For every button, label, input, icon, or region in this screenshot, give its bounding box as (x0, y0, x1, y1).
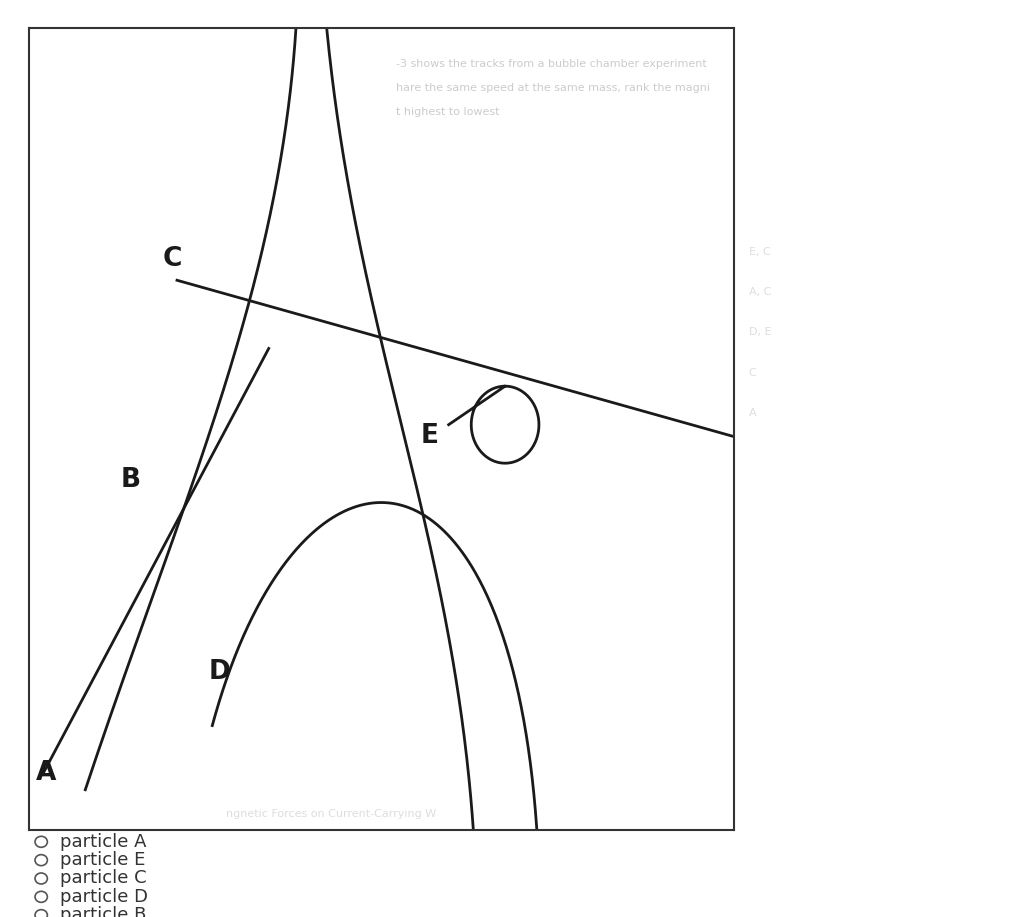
Text: B: B (121, 467, 141, 493)
Text: particle E: particle E (60, 851, 145, 869)
Text: -3 shows the tracks from a bubble chamber experiment: -3 shows the tracks from a bubble chambe… (396, 59, 707, 69)
Text: ngnetic Forces on Current-Carrying W: ngnetic Forces on Current-Carrying W (227, 809, 437, 819)
Text: D, E: D, E (749, 327, 771, 337)
Text: particle A: particle A (60, 833, 146, 851)
Text: t highest to lowest: t highest to lowest (396, 106, 500, 116)
Text: E: E (420, 423, 439, 448)
Text: D: D (209, 659, 231, 686)
Text: particle D: particle D (60, 888, 147, 906)
Text: A: A (36, 760, 57, 786)
Text: A, C: A, C (749, 287, 770, 297)
Text: particle B: particle B (60, 906, 146, 917)
Text: hare the same speed at the same mass, rank the magni: hare the same speed at the same mass, ra… (396, 83, 710, 93)
Text: C: C (749, 368, 756, 378)
Text: E, C: E, C (749, 248, 770, 257)
Text: A: A (749, 408, 756, 417)
Text: particle C: particle C (60, 869, 146, 888)
Text: C: C (163, 247, 182, 272)
